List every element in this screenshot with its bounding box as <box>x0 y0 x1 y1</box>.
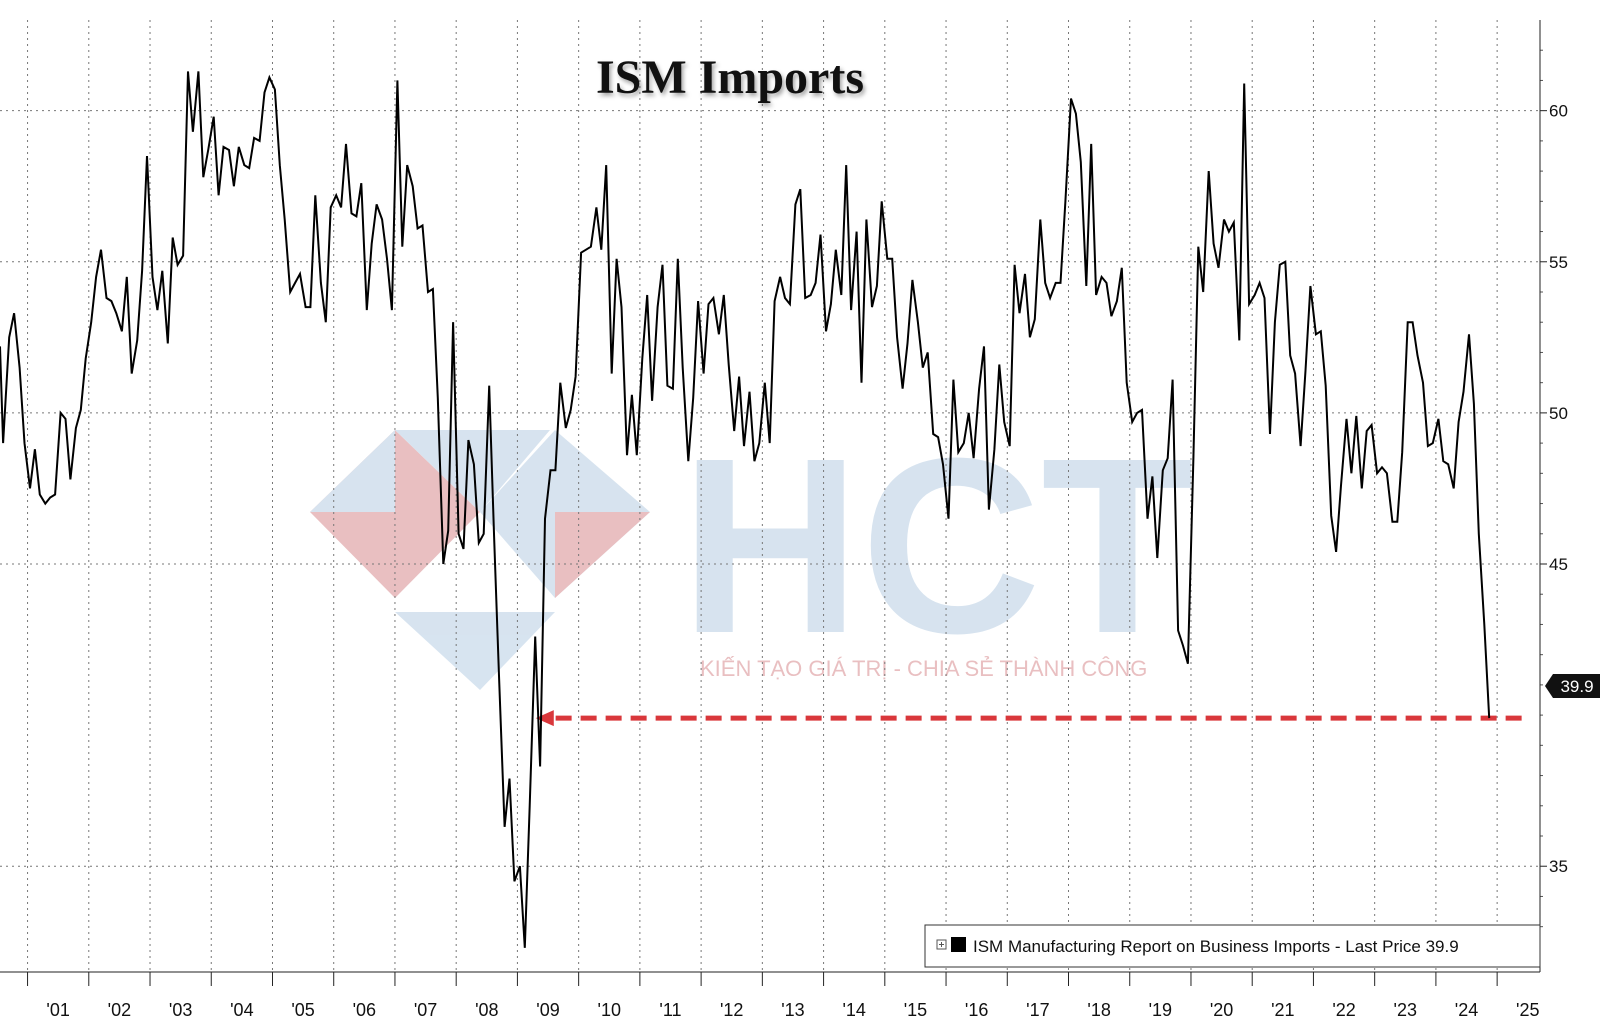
y-tick-label: 55 <box>1549 253 1568 272</box>
x-tick-label: '06 <box>353 1000 376 1020</box>
x-tick-label: '08 <box>475 1000 498 1020</box>
x-tick-label: '09 <box>536 1000 559 1020</box>
hct-watermark-logo: HCT KIẾN TẠO GIÁ TRỊ - CHIA SẺ THÀNH CÔN… <box>310 406 1194 690</box>
y-tick-label: 35 <box>1549 857 1568 876</box>
axes: 35 45 50 55 60 '01 '02 '03 '04 '05 '06 '07 '08 '09 '10… <box>0 20 1568 1020</box>
x-tick-label: '24 <box>1455 1000 1478 1020</box>
y-tick-label: 50 <box>1549 404 1568 423</box>
x-tick-label: '03 <box>169 1000 192 1020</box>
legend-text: ISM Manufacturing Report on Business Imp… <box>973 937 1459 956</box>
x-tick-label: '10 <box>598 1000 621 1020</box>
x-tick-label: '17 <box>1026 1000 1049 1020</box>
reference-arrow <box>535 710 1522 727</box>
x-tick-label: '25 <box>1516 1000 1539 1020</box>
x-tick-label: '12 <box>720 1000 743 1020</box>
x-tick-label: '14 <box>842 1000 865 1020</box>
watermark-letters: HCT <box>680 406 1194 685</box>
x-tick-label: '04 <box>230 1000 253 1020</box>
x-tick-label: '15 <box>904 1000 927 1020</box>
reference-arrow-head <box>535 710 554 727</box>
last-price-value: 39.9 <box>1560 677 1593 696</box>
watermark-tagline: KIẾN TẠO GIÁ TRỊ - CHIA SẺ THÀNH CÔNG <box>700 656 1147 681</box>
x-tick-label: '13 <box>781 1000 804 1020</box>
x-tick-label: '18 <box>1087 1000 1110 1020</box>
x-tick-label: '21 <box>1271 1000 1294 1020</box>
x-tick-label: '05 <box>291 1000 314 1020</box>
series-line <box>0 71 1491 948</box>
x-tick-label: '02 <box>108 1000 131 1020</box>
x-tick-label: '16 <box>965 1000 988 1020</box>
y-tick-label: 60 <box>1549 102 1568 121</box>
x-tick-label: '23 <box>1394 1000 1417 1020</box>
x-tick-label: '19 <box>1149 1000 1172 1020</box>
last-price-tag: 39.9 <box>1545 674 1600 698</box>
series-layer <box>0 71 1491 948</box>
legend: ISM Manufacturing Report on Business Imp… <box>924 924 1541 968</box>
legend-swatch <box>951 937 966 952</box>
x-tick-label: '20 <box>1210 1000 1233 1020</box>
x-tick-label: '11 <box>659 1000 681 1020</box>
chart-title: ISM Imports <box>596 51 864 104</box>
x-tick-label: '07 <box>414 1000 437 1020</box>
x-tick-label: '01 <box>46 1000 69 1020</box>
x-tick-label: '22 <box>1332 1000 1355 1020</box>
y-tick-label: 45 <box>1549 555 1568 574</box>
